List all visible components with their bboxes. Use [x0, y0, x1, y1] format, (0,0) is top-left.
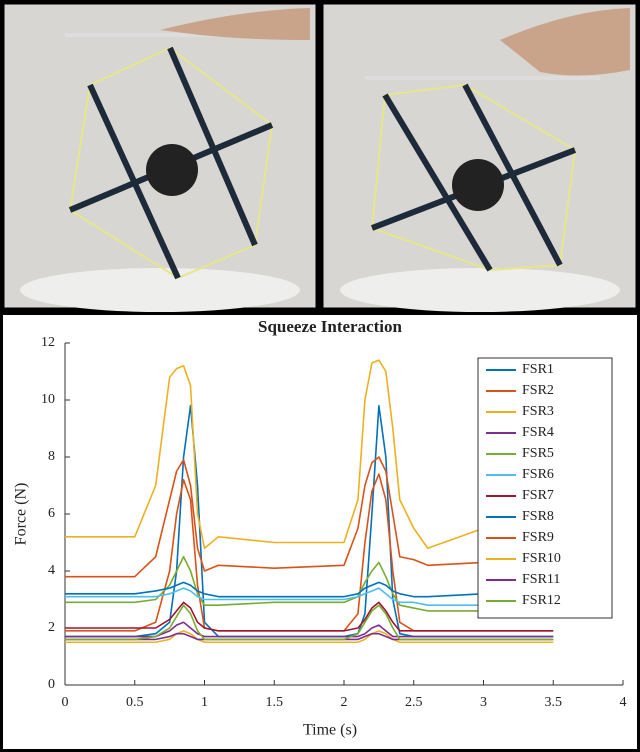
- y-tick-label: 8: [48, 449, 55, 464]
- series-line: [65, 601, 554, 632]
- series-line: [65, 581, 554, 598]
- photo-right: [320, 1, 639, 312]
- chart: Squeeze Interaction Time (s) Force (N) 0…: [0, 312, 640, 752]
- series-line: [65, 604, 554, 641]
- series-line: [65, 630, 554, 644]
- series-line: [65, 456, 554, 578]
- legend-label: FSR10: [522, 551, 561, 566]
- legend-label: FSR3: [522, 404, 554, 419]
- photo-left: [1, 1, 319, 312]
- legend-label: FSR6: [522, 467, 554, 482]
- y-tick-label: 10: [41, 392, 55, 407]
- y-tick-label: 4: [48, 563, 55, 578]
- y-tick-label: 12: [41, 335, 55, 350]
- legend-label: FSR11: [522, 572, 560, 587]
- legend-label: FSR4: [522, 425, 554, 440]
- series-line: [65, 587, 554, 606]
- x-tick-label: 2: [341, 695, 348, 710]
- legend-label: FSR1: [522, 362, 554, 377]
- legend: FSR1 FSR2 FSR3 FSR4 FSR5 FSR6 FSR7 FSR8 FSR9 FSR1…: [477, 357, 613, 619]
- x-tick-label: 4: [620, 695, 627, 710]
- x-tick-label: 0.5: [126, 695, 144, 710]
- legend-box: [477, 357, 613, 619]
- legend-label: FSR7: [522, 488, 554, 503]
- legend-label: FSR8: [522, 509, 554, 524]
- legend-label: FSR5: [522, 446, 554, 461]
- legend-label: FSR12: [522, 593, 561, 608]
- y-axis-label: Force (N): [13, 483, 30, 546]
- series-line: [65, 621, 554, 638]
- legend-label: FSR2: [522, 383, 554, 398]
- x-tick-label: 1: [201, 695, 208, 710]
- series-line: [65, 555, 554, 612]
- legend-label: FSR9: [522, 530, 554, 545]
- x-tick-label: 1.5: [266, 695, 284, 710]
- x-tick-label: 3.5: [545, 695, 563, 710]
- y-tick-label: 2: [48, 620, 55, 635]
- photo-strip: [1, 1, 639, 312]
- chart-title: Squeeze Interaction: [258, 317, 403, 336]
- x-tick-label: 0: [62, 695, 69, 710]
- y-tick-label: 6: [48, 506, 55, 521]
- series-line: [65, 359, 554, 549]
- x-tick-label: 2.5: [405, 695, 423, 710]
- x-axis-label: Time (s): [303, 722, 357, 739]
- x-tick-label: 3: [480, 695, 487, 710]
- y-tick-label: 0: [48, 677, 55, 692]
